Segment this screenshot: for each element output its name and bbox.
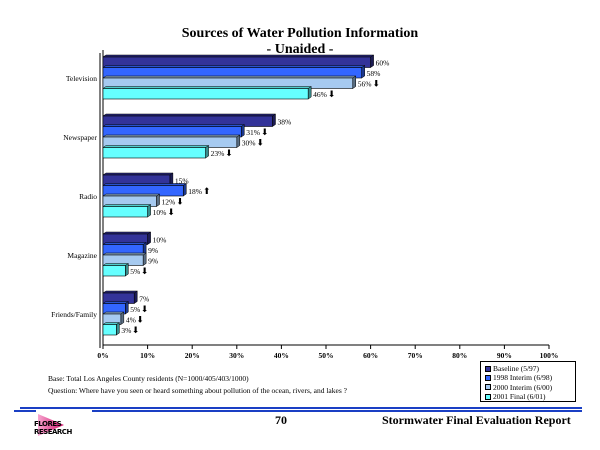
report-title: Stormwater Final Evaluation Report [382,413,571,427]
footer-divider [14,410,36,412]
data-label: 10% [153,236,167,245]
data-label: 15% [175,177,189,186]
data-label: 9% [148,257,158,266]
data-label: 18% [188,187,202,196]
data-label: 5% [130,267,140,276]
bar-top [102,204,152,207]
legend-swatch [485,374,491,381]
bar-top [102,145,210,148]
down-arrow-icon: ⬇ [372,80,380,90]
data-label: 10% [153,208,167,217]
legend-label: Baseline (5/97) [493,364,540,374]
data-label: 23% [211,149,225,158]
down-arrow-icon: ⬇ [167,208,175,218]
chart-subtitle: - Unaided - [266,42,334,57]
data-label: 60% [376,59,390,68]
bar [102,324,117,336]
logo-triangle-icon [38,414,64,436]
bar [102,147,206,159]
legend-label: 1998 Interim (6/98) [493,373,553,383]
data-label: 3% [121,326,131,335]
x-tick-label: 70% [408,351,423,360]
legend-item: 2001 Final (6/01) [485,392,575,401]
x-tick-label: 80% [452,351,467,360]
x-tick-label: 10% [140,351,155,360]
data-label: 7% [139,295,149,304]
up-arrow-icon: ⬆ [203,187,211,197]
footer-divider [92,410,582,412]
legend-item: Baseline (5/97) [485,364,575,373]
x-tick-label: 90% [497,351,512,360]
data-label: 5% [130,305,140,314]
bar-top [102,124,246,127]
down-arrow-icon: ⬇ [176,198,184,208]
down-arrow-icon: ⬇ [141,305,149,315]
down-arrow-icon: ⬇ [328,90,336,100]
data-label: 58% [367,69,381,78]
bar [102,88,309,100]
company-logo: FLORES RESEARCH [24,412,84,438]
bar-top [102,65,366,68]
down-arrow-icon: ⬇ [256,139,264,149]
legend-swatch [485,365,491,372]
x-tick-label: 0% [97,351,108,360]
down-arrow-icon: ⬇ [132,326,140,336]
data-label: 31% [246,128,260,137]
data-label: 38% [277,118,291,127]
chart-title: Sources of Water Pollution Information [181,26,419,41]
data-label: 30% [242,139,256,148]
data-label: 56% [358,80,372,89]
category-label: Television [66,74,97,83]
down-arrow-icon: ⬇ [261,128,269,138]
bar-top [102,193,161,197]
legend-swatch [485,384,491,391]
footer-divider [20,407,582,409]
bar-top [102,134,241,138]
category-label: Newspaper [63,133,97,142]
logo-text: FLORES RESEARCH [34,420,72,436]
data-label: 9% [148,246,158,255]
bar-top [102,75,357,79]
bar-top [102,242,147,245]
down-arrow-icon: ⬇ [136,316,144,326]
data-label: 4% [126,316,136,325]
bar-top [102,252,147,256]
bar [102,206,148,218]
x-tick-label: 40% [274,351,289,360]
bar-top [102,183,188,186]
x-tick-label: 50% [319,351,334,360]
category-label: Radio [79,192,97,201]
bar [102,265,126,277]
legend-item: 2000 Interim (6/00) [485,383,575,392]
legend-label: 2001 Final (6/01) [493,392,546,402]
bar-chart: 0% 10% 20% 30% 40% 50% 60% 70% 80% 90% 100% Televis… [51,50,559,360]
down-arrow-icon: ⬇ [225,149,233,159]
data-label: 46% [313,90,327,99]
legend-item: 1998 Interim (6/98) [485,373,575,382]
down-arrow-icon: ⬇ [141,267,149,277]
x-tick-label: 60% [363,351,378,360]
legend-label: 2000 Interim (6/00) [493,382,553,392]
x-tick-label: 100% [540,351,559,360]
bar-top [102,86,312,89]
category-label: Friends/Family [51,310,97,319]
page-number: 70 [275,413,287,427]
x-tick-label: 20% [185,351,200,360]
base-note: Base: Total Los Angeles County residents… [48,374,249,383]
bar-top [102,231,152,235]
bar-top [102,172,174,176]
bar-top [102,113,277,117]
x-tick-label: 30% [229,351,244,360]
legend-swatch [485,393,491,400]
category-label: Magazine [67,251,97,260]
data-label: 12% [162,198,176,207]
question-note: Question: Where have you seen or heard s… [48,386,347,395]
chart-legend: Baseline (5/97) 1998 Interim (6/98) 2000… [480,361,576,402]
